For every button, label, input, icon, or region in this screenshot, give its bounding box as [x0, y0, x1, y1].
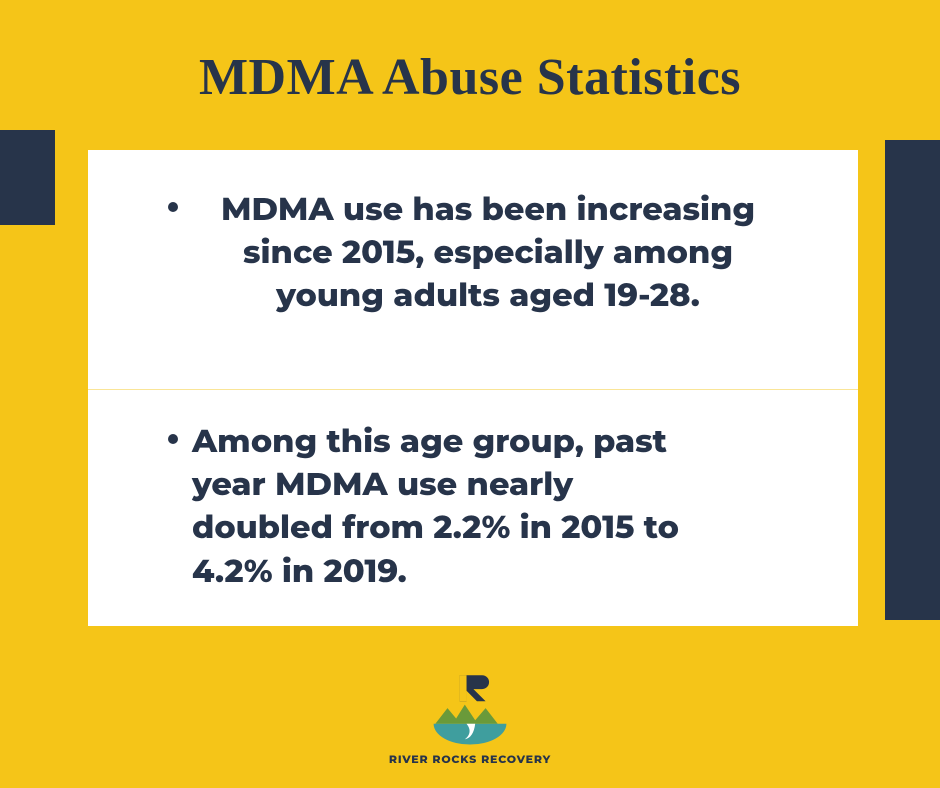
accent-block-right	[885, 140, 940, 620]
page-title: MDMA Abuse Statistics	[0, 48, 940, 107]
info-card-2: Among this age group, past year MDMA use…	[88, 390, 858, 626]
accent-block-left	[0, 130, 55, 225]
river-rocks-logo-icon	[425, 670, 515, 748]
footer-logo: RIVER ROCKS RECOVERY	[0, 670, 940, 766]
bullet-icon	[168, 434, 178, 444]
bullet-row: Among this age group, past year MDMA use…	[168, 420, 800, 593]
info-card-1: MDMA use has been increasing since 2015,…	[88, 150, 858, 390]
bullet-text-1: MDMA use has been increasing since 2015,…	[192, 188, 800, 318]
bullet-text-2: Among this age group, past year MDMA use…	[192, 420, 800, 593]
logo-caption: RIVER ROCKS RECOVERY	[389, 752, 551, 766]
bullet-row: MDMA use has been increasing since 2015,…	[168, 188, 800, 318]
bullet-icon	[168, 202, 178, 212]
info-card-stack: MDMA use has been increasing since 2015,…	[88, 150, 858, 626]
